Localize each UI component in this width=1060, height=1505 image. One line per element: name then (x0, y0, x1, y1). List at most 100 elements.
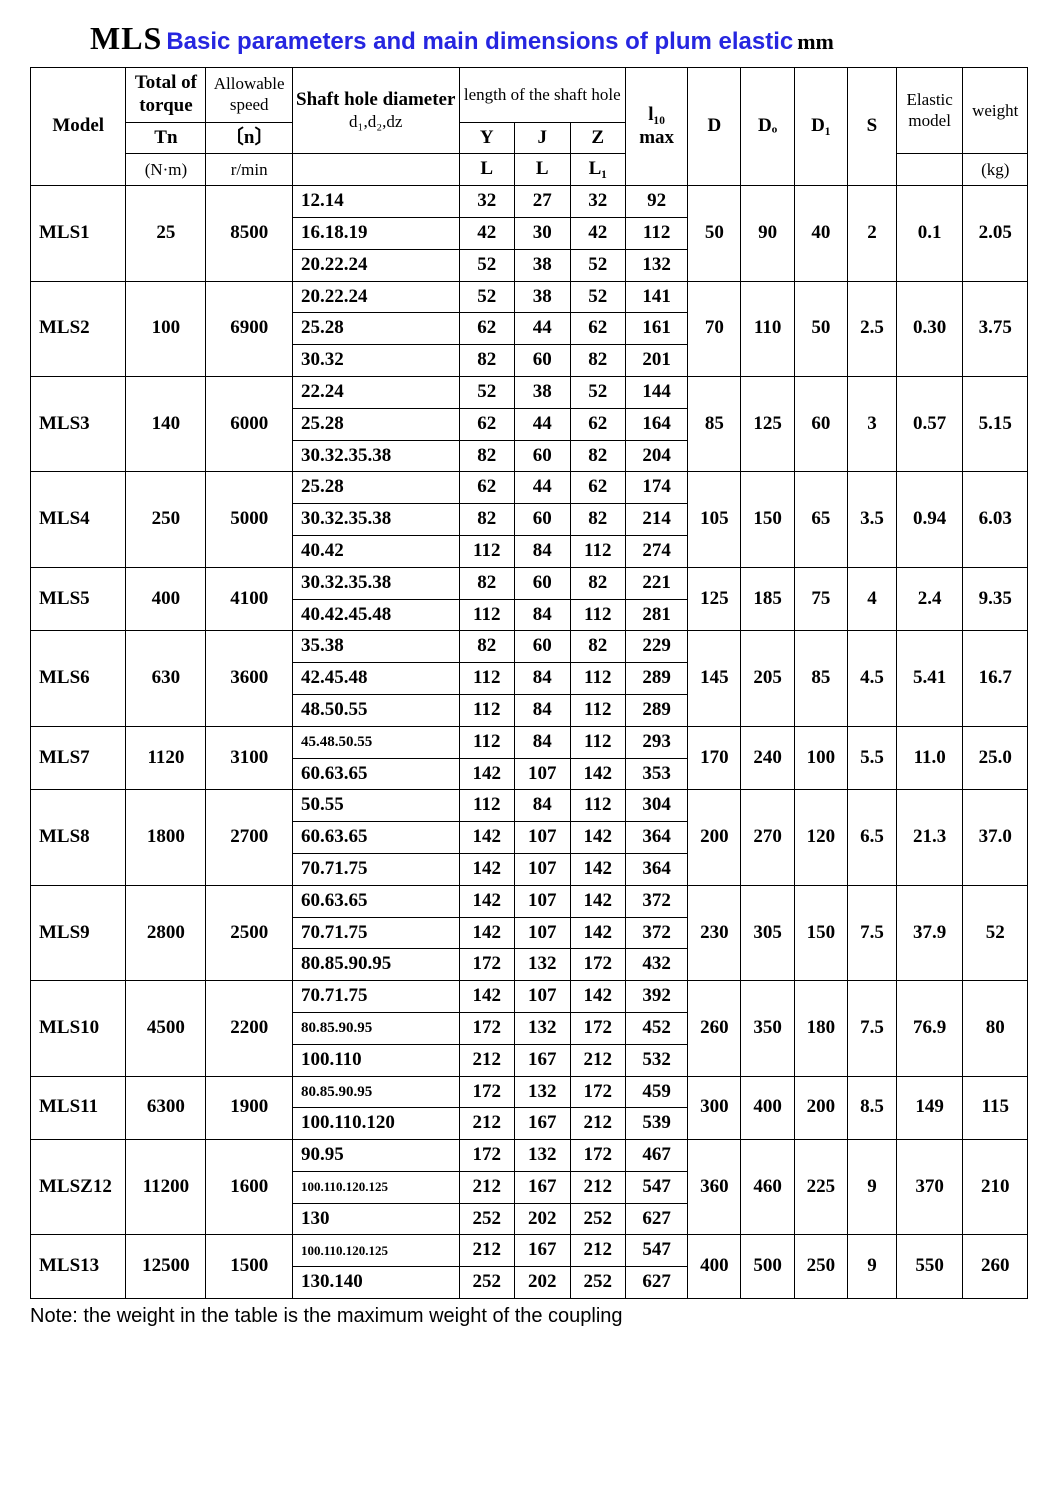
cell-YL: 172 (459, 1012, 515, 1044)
cell-d: 80.85.90.95 (292, 1012, 459, 1044)
cell-weight: 3.75 (963, 281, 1028, 376)
cell-ZL1: 142 (570, 917, 626, 949)
cell-JL: 84 (515, 694, 571, 726)
table-row: MLSZ1211200160090.9517213217246736046022… (31, 1140, 1028, 1172)
cell-YL: 142 (459, 981, 515, 1013)
cell-n: 1600 (206, 1140, 293, 1235)
hdr-l10: l₁₀ max (626, 68, 688, 186)
cell-ZL1: 82 (570, 440, 626, 472)
cell-elastic: 2.4 (896, 567, 963, 631)
cell-l10: 221 (626, 567, 688, 599)
cell-Tn: 6300 (126, 1076, 206, 1140)
cell-l10: 539 (626, 1108, 688, 1140)
cell-JL: 107 (515, 981, 571, 1013)
cell-D1: 180 (794, 981, 847, 1076)
cell-Tn: 1800 (126, 790, 206, 885)
hdr-D: D (688, 68, 741, 186)
hdr-Z: Z (570, 122, 626, 154)
hdr-Y: Y (459, 122, 515, 154)
cell-D1: 60 (794, 376, 847, 471)
cell-weight: 260 (963, 1235, 1028, 1299)
cell-elastic: 550 (896, 1235, 963, 1299)
cell-d: 90.95 (292, 1140, 459, 1172)
cell-D1: 250 (794, 1235, 847, 1299)
cell-d: 80.85.90.95 (292, 949, 459, 981)
cell-JL: 30 (515, 217, 571, 249)
cell-elastic: 5.41 (896, 631, 963, 726)
cell-d: 16.18.19 (292, 217, 459, 249)
cell-ZL1: 142 (570, 981, 626, 1013)
cell-ZL1: 142 (570, 853, 626, 885)
hdr-speed-unit: r/min (206, 154, 293, 186)
hdr-speed: Allowable speed (206, 68, 293, 123)
cell-ZL1: 142 (570, 885, 626, 917)
cell-S: 7.5 (848, 885, 897, 980)
cell-d: 20.22.24 (292, 281, 459, 313)
cell-ZL1: 112 (570, 790, 626, 822)
cell-JL: 27 (515, 186, 571, 218)
table-row: MLS3140600022.24523852144851256030.575.1… (31, 376, 1028, 408)
cell-D1: 150 (794, 885, 847, 980)
cell-JL: 167 (515, 1235, 571, 1267)
cell-JL: 38 (515, 281, 571, 313)
cell-ZL1: 172 (570, 949, 626, 981)
table-header: Model Total of torque Allowable speed Sh… (31, 68, 1028, 186)
cell-d: 100.110.120.125 (292, 1235, 459, 1267)
cell-ZL1: 212 (570, 1108, 626, 1140)
cell-Do: 240 (741, 726, 794, 790)
cell-model: MLS6 (31, 631, 126, 726)
cell-l10: 432 (626, 949, 688, 981)
cell-JL: 202 (515, 1267, 571, 1299)
hdr-weight-unit: (kg) (963, 154, 1028, 186)
cell-ZL1: 142 (570, 822, 626, 854)
cell-JL: 107 (515, 758, 571, 790)
table-row: MLS125850012.143227329250904020.12.05 (31, 186, 1028, 218)
hdr-J: J (515, 122, 571, 154)
cell-S: 2.5 (848, 281, 897, 376)
cell-ZL1: 112 (570, 726, 626, 758)
cell-l10: 289 (626, 694, 688, 726)
cell-d: 100.110 (292, 1044, 459, 1076)
cell-JL: 44 (515, 313, 571, 345)
table-body: MLS125850012.143227329250904020.12.0516.… (31, 186, 1028, 1299)
cell-ZL1: 62 (570, 472, 626, 504)
cell-elastic: 149 (896, 1076, 963, 1140)
cell-d: 20.22.24 (292, 249, 459, 281)
table-row: MLS81800270050.55112841123042002701206.5… (31, 790, 1028, 822)
cell-YL: 42 (459, 217, 515, 249)
cell-ZL1: 172 (570, 1076, 626, 1108)
cell-YL: 142 (459, 917, 515, 949)
cell-d: 42.45.48 (292, 663, 459, 695)
hdr-n: 〔n〕 (206, 122, 293, 154)
cell-ZL1: 212 (570, 1044, 626, 1076)
cell-YL: 112 (459, 694, 515, 726)
table-row: MLS71120310045.48.50.5511284112293170240… (31, 726, 1028, 758)
cell-ZL1: 82 (570, 345, 626, 377)
cell-S: 7.5 (848, 981, 897, 1076)
hdr-elastic: Elastic model (896, 68, 963, 154)
cell-Do: 305 (741, 885, 794, 980)
hdr-S: S (848, 68, 897, 186)
cell-ZL1: 52 (570, 249, 626, 281)
cell-Tn: 250 (126, 472, 206, 567)
cell-YL: 112 (459, 663, 515, 695)
cell-YL: 52 (459, 249, 515, 281)
cell-d: 30.32.35.38 (292, 567, 459, 599)
cell-n: 6900 (206, 281, 293, 376)
cell-Do: 185 (741, 567, 794, 631)
cell-Tn: 400 (126, 567, 206, 631)
cell-l10: 353 (626, 758, 688, 790)
cell-YL: 112 (459, 790, 515, 822)
cell-l10: 141 (626, 281, 688, 313)
table-row: MLS5400410030.32.35.38826082221125185754… (31, 567, 1028, 599)
cell-YL: 172 (459, 1140, 515, 1172)
cell-n: 6000 (206, 376, 293, 471)
cell-Tn: 1120 (126, 726, 206, 790)
cell-model: MLS2 (31, 281, 126, 376)
cell-ZL1: 172 (570, 1140, 626, 1172)
cell-YL: 112 (459, 599, 515, 631)
hdr-shaft-len: length of the shaft hole (459, 68, 626, 123)
cell-YL: 172 (459, 949, 515, 981)
cell-Do: 270 (741, 790, 794, 885)
cell-YL: 62 (459, 472, 515, 504)
